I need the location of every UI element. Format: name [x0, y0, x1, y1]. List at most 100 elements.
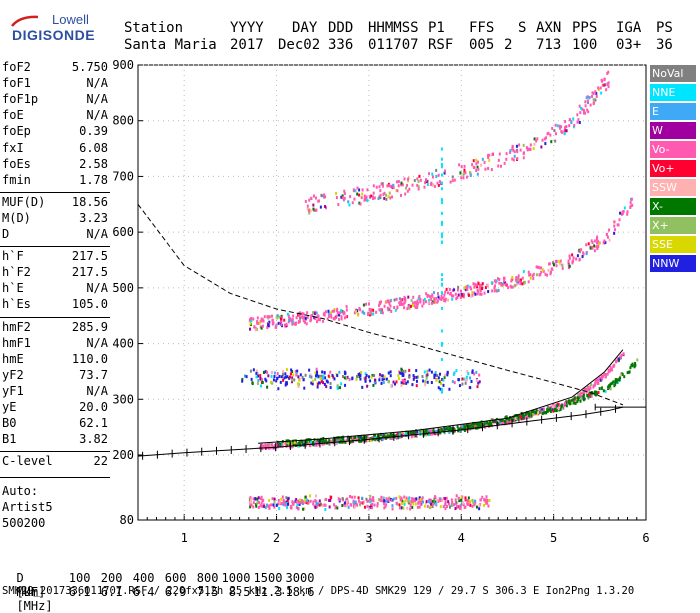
trace-point: [338, 370, 341, 374]
trace-point: [568, 264, 571, 268]
trace-point: [324, 508, 327, 512]
trace-point: [488, 423, 491, 427]
trace-point: [573, 401, 576, 405]
trace-point: [256, 316, 259, 320]
parameter-value: 1.78: [79, 172, 108, 187]
trace-point: [366, 313, 369, 317]
trace-point: [410, 497, 413, 501]
trace-point: [317, 374, 320, 378]
trace-point: [462, 176, 465, 180]
trace-point: [250, 377, 253, 381]
trace-point: [556, 124, 559, 128]
trace-point: [257, 496, 260, 500]
trace-point: [471, 293, 474, 297]
trace-point: [285, 500, 288, 504]
trace-point: [503, 161, 506, 165]
trace-point: [252, 317, 255, 321]
trace-point: [262, 444, 265, 448]
muf-unit: [MHz]: [16, 599, 53, 613]
trace-point: [614, 380, 617, 384]
trace-point: [389, 370, 392, 374]
trace-point: [617, 223, 620, 227]
trace-point: [460, 176, 463, 180]
trace-point: [464, 378, 467, 382]
trace-point: [397, 184, 400, 188]
trace-point: [267, 324, 270, 328]
trace-point: [364, 379, 367, 383]
legend-item-vo: Vo+: [650, 160, 696, 177]
trace-point: [252, 368, 255, 372]
trace-point: [399, 498, 402, 502]
trace-point: [582, 111, 585, 115]
muf-value: 6.1: [68, 585, 91, 599]
trace-point: [513, 284, 516, 288]
trace-point: [522, 270, 525, 274]
trace-point: [275, 379, 278, 383]
trace-point: [321, 374, 324, 378]
trace-point: [484, 167, 487, 171]
trace-point: [356, 374, 359, 378]
trace-point: [559, 407, 562, 411]
trace-point: [378, 498, 381, 502]
trace-point: [596, 381, 599, 385]
parameter-row: h`E N/A: [2, 281, 108, 297]
trace-point: [575, 257, 578, 261]
trace-point: [597, 87, 600, 91]
trace-point: [282, 378, 285, 382]
trace-point: [404, 297, 407, 301]
trace-point: [471, 291, 474, 295]
muf-label: MUF: [16, 585, 39, 599]
trace-point: [292, 373, 295, 377]
trace-point: [292, 443, 295, 447]
trace-point: [279, 500, 282, 504]
trace-point: [313, 312, 316, 316]
header-label: PS: [656, 20, 673, 36]
trace-point: [362, 500, 365, 504]
trace-point: [366, 199, 369, 203]
trace-point: [406, 380, 409, 384]
trace-point: [466, 287, 469, 291]
trace-point: [487, 290, 490, 294]
trace-point: [511, 144, 514, 148]
trace-point: [398, 506, 401, 510]
trace-point: [334, 506, 337, 510]
trace-point: [298, 441, 301, 445]
trace-point: [593, 249, 596, 253]
trace-point: [578, 258, 581, 262]
trace-point: [401, 369, 404, 373]
trace-point: [582, 398, 585, 402]
digisonde-logo: Lowell DIGISONDE: [8, 12, 104, 52]
trace-point: [469, 426, 472, 430]
trace-point: [577, 398, 580, 402]
trace-point: [381, 311, 384, 315]
trace-point: [312, 440, 315, 444]
parameter-row: foEp 0.39: [2, 124, 108, 140]
trace-point: [475, 370, 478, 374]
parameter-name: hmF1: [2, 335, 31, 350]
trace-point: [385, 497, 388, 501]
trace-point: [476, 385, 479, 389]
trace-point: [400, 432, 403, 436]
trace-point: [241, 377, 244, 381]
muf-value: 7.5: [196, 585, 219, 599]
trace-point: [414, 305, 417, 309]
trace-point: [541, 268, 544, 272]
trace-point: [562, 406, 565, 410]
trace-point: [589, 385, 592, 389]
trace-point: [588, 96, 591, 100]
trace-point: [560, 405, 563, 409]
trace-point: [550, 140, 553, 144]
trace-point: [502, 281, 505, 285]
x-tick-label: 1: [181, 531, 188, 545]
trace-point: [408, 375, 411, 379]
trace-point: [479, 292, 482, 296]
trace-point: [460, 502, 463, 506]
trace-point: [478, 380, 481, 384]
trace-point: [493, 289, 496, 293]
trace-point: [404, 299, 407, 303]
trace-point: [501, 418, 504, 422]
trace-point: [440, 329, 443, 333]
distance-value: 1000: [221, 571, 251, 585]
trace-point: [584, 100, 587, 104]
trace-point: [453, 178, 456, 182]
